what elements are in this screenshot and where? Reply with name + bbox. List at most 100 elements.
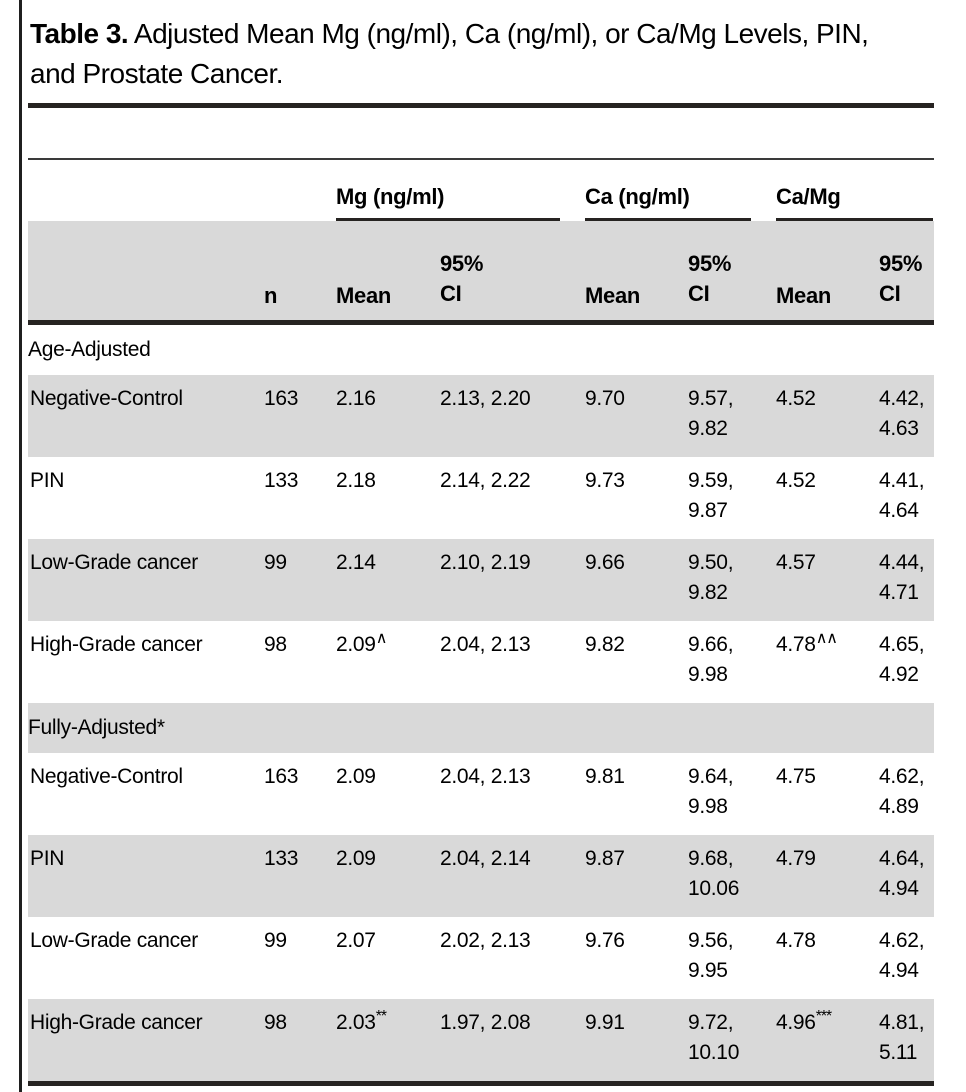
mg-ci-cell: 2.04, 2.14 bbox=[440, 847, 531, 870]
camg-ci-cell: 4.44, 4.71 bbox=[879, 551, 925, 604]
table-body: Age-Adjusted Negative-Control 163 2.16 2.13,… bbox=[28, 323, 935, 1084]
column-header-mg-ci: 95% CI bbox=[440, 221, 586, 325]
camg-ci-cell: 4.64, 4.94 bbox=[879, 847, 925, 900]
n-cell: 98 bbox=[264, 1011, 287, 1034]
section-label: Fully-Adjusted* bbox=[28, 716, 165, 739]
row-label-cell: Low-Grade cancer bbox=[30, 929, 198, 952]
row-label-header bbox=[28, 221, 264, 325]
camg-mean-cell: 4.52 bbox=[776, 375, 879, 457]
mg-ci-cell: 2.10, 2.19 bbox=[440, 551, 531, 574]
camg-mean-cell: 4.78∧∧ bbox=[776, 621, 879, 703]
section-row: Fully-Adjusted* bbox=[28, 703, 935, 753]
table-row: Low-Grade cancer 99 2.14 2.10, 2.19 9.66 9.50… bbox=[28, 539, 935, 621]
n-cell: 133 bbox=[264, 469, 299, 492]
ca-mean-cell: 9.70 bbox=[585, 387, 625, 410]
ca-ci-cell: 9.72, 10.10 bbox=[688, 1011, 740, 1064]
cell-value: 2.16 bbox=[336, 387, 376, 410]
camg-mean-cell: 4.96*** bbox=[776, 999, 879, 1084]
camg-mean-cell: 4.75 bbox=[776, 753, 879, 835]
cell-value: 2.18 bbox=[336, 469, 376, 492]
mg-mean-cell: 2.07 bbox=[336, 917, 440, 999]
camg-ci-cell: 4.41, 4.64 bbox=[879, 469, 925, 522]
n-cell: 98 bbox=[264, 633, 287, 656]
column-header-mg-mean: Mean bbox=[336, 221, 440, 325]
ca-mean-cell: 9.73 bbox=[585, 469, 625, 492]
left-border-line bbox=[19, 0, 22, 1092]
mg-ci-cell: 2.13, 2.20 bbox=[440, 387, 531, 410]
significance-marker: ∧ bbox=[375, 630, 387, 647]
column-header-mg-ci-label: 95% CI bbox=[440, 251, 484, 306]
group-header-camg: Ca/Mg bbox=[776, 159, 934, 221]
data-table: Mg (ng/ml) Ca (ng/ml) Ca/Mg n Mean 95% C… bbox=[28, 158, 935, 1086]
row-label-cell: PIN bbox=[30, 847, 65, 870]
section-row: Age-Adjusted bbox=[28, 323, 934, 376]
table-content: Table 3. Adjusted Mean Mg (ng/ml), Ca (n… bbox=[28, 0, 935, 1086]
corner-cell bbox=[28, 159, 336, 221]
row-label-cell: Low-Grade cancer bbox=[30, 551, 198, 574]
group-header-mg: Mg (ng/ml) bbox=[336, 159, 585, 221]
n-cell: 99 bbox=[264, 929, 287, 952]
cell-value: 4.79 bbox=[776, 847, 816, 870]
column-header-ca-mean: Mean bbox=[585, 221, 689, 325]
table-number: Table 3. bbox=[30, 18, 129, 49]
column-header-camg-ci-label: 95% CI bbox=[879, 251, 923, 306]
column-header-camg-ci: 95% CI bbox=[879, 221, 935, 325]
section-label: Age-Adjusted bbox=[28, 338, 151, 361]
mg-ci-cell: 2.14, 2.22 bbox=[440, 469, 531, 492]
camg-ci-cell: 4.65, 4.92 bbox=[879, 633, 925, 686]
column-header-row: n Mean 95% CI Mean 95% CI Mean 95% CI bbox=[28, 221, 935, 325]
n-cell: 133 bbox=[264, 847, 299, 870]
mg-mean-cell: 2.14 bbox=[336, 539, 440, 621]
camg-mean-cell: 4.79 bbox=[776, 835, 879, 917]
table-row: Negative-Control 163 2.16 2.13, 2.20 9.70 9.5… bbox=[28, 375, 935, 457]
row-label-cell: High-Grade cancer bbox=[30, 1011, 203, 1034]
table-row: High-Grade cancer 98 2.09∧ 2.04, 2.13 9.82 9.… bbox=[28, 621, 934, 703]
column-header-n: n bbox=[264, 221, 336, 325]
cell-value: 4.52 bbox=[776, 469, 816, 492]
mg-mean-cell: 2.09 bbox=[336, 835, 440, 917]
ca-ci-cell: 9.66, 9.98 bbox=[688, 633, 734, 686]
mg-ci-cell: 1.97, 2.08 bbox=[440, 1011, 531, 1034]
caption-divider-rule bbox=[28, 103, 934, 108]
row-label-cell: Negative-Control bbox=[30, 765, 183, 788]
camg-ci-cell: 4.81, 5.11 bbox=[879, 1011, 925, 1064]
significance-marker: *** bbox=[815, 1008, 832, 1025]
mg-ci-cell: 2.04, 2.13 bbox=[440, 765, 531, 788]
significance-marker: ** bbox=[375, 1008, 387, 1025]
camg-ci-cell: 4.62, 4.89 bbox=[879, 765, 925, 818]
ca-ci-cell: 9.64, 9.98 bbox=[688, 765, 734, 818]
group-header-row: Mg (ng/ml) Ca (ng/ml) Ca/Mg bbox=[28, 159, 934, 221]
group-header-camg-label: Ca/Mg bbox=[776, 184, 934, 221]
group-header-ca: Ca (ng/ml) bbox=[585, 159, 776, 221]
table-caption: Table 3. Adjusted Mean Mg (ng/ml), Ca (n… bbox=[30, 14, 908, 94]
group-header-mg-label: Mg (ng/ml) bbox=[336, 184, 561, 221]
mg-mean-cell: 2.16 bbox=[336, 375, 440, 457]
mg-ci-cell: 2.02, 2.13 bbox=[440, 929, 531, 952]
cell-value: 2.07 bbox=[336, 929, 376, 952]
ca-ci-cell: 9.56, 9.95 bbox=[688, 929, 734, 982]
mg-mean-cell: 2.09 bbox=[336, 753, 440, 835]
n-cell: 163 bbox=[264, 387, 299, 410]
cell-value: 2.03 bbox=[336, 1011, 376, 1034]
group-header-ca-label: Ca (ng/ml) bbox=[585, 184, 752, 221]
ca-ci-cell: 9.68, 10.06 bbox=[688, 847, 740, 900]
cell-value: 4.78 bbox=[776, 929, 816, 952]
table-row: High-Grade cancer 98 2.03** 1.97, 2.08 9.91 9… bbox=[28, 999, 935, 1084]
camg-ci-cell: 4.42, 4.63 bbox=[879, 387, 925, 440]
camg-ci-cell: 4.62, 4.94 bbox=[879, 929, 925, 982]
n-cell: 99 bbox=[264, 551, 287, 574]
ca-ci-cell: 9.59, 9.87 bbox=[688, 469, 734, 522]
cell-value: 2.09 bbox=[336, 765, 376, 788]
cell-value: 2.09 bbox=[336, 633, 376, 656]
mg-mean-cell: 2.18 bbox=[336, 457, 440, 539]
ca-mean-cell: 9.82 bbox=[585, 633, 625, 656]
cell-value: 4.75 bbox=[776, 765, 816, 788]
table-row: Low-Grade cancer 99 2.07 2.02, 2.13 9.76 9.56… bbox=[28, 917, 934, 999]
ca-mean-cell: 9.66 bbox=[585, 551, 625, 574]
ca-ci-cell: 9.57, 9.82 bbox=[688, 387, 734, 440]
row-label-cell: High-Grade cancer bbox=[30, 633, 203, 656]
table-row: Negative-Control 163 2.09 2.04, 2.13 9.81 9.6… bbox=[28, 753, 934, 835]
ca-ci-cell: 9.50, 9.82 bbox=[688, 551, 734, 604]
cell-value: 4.78 bbox=[776, 633, 816, 656]
